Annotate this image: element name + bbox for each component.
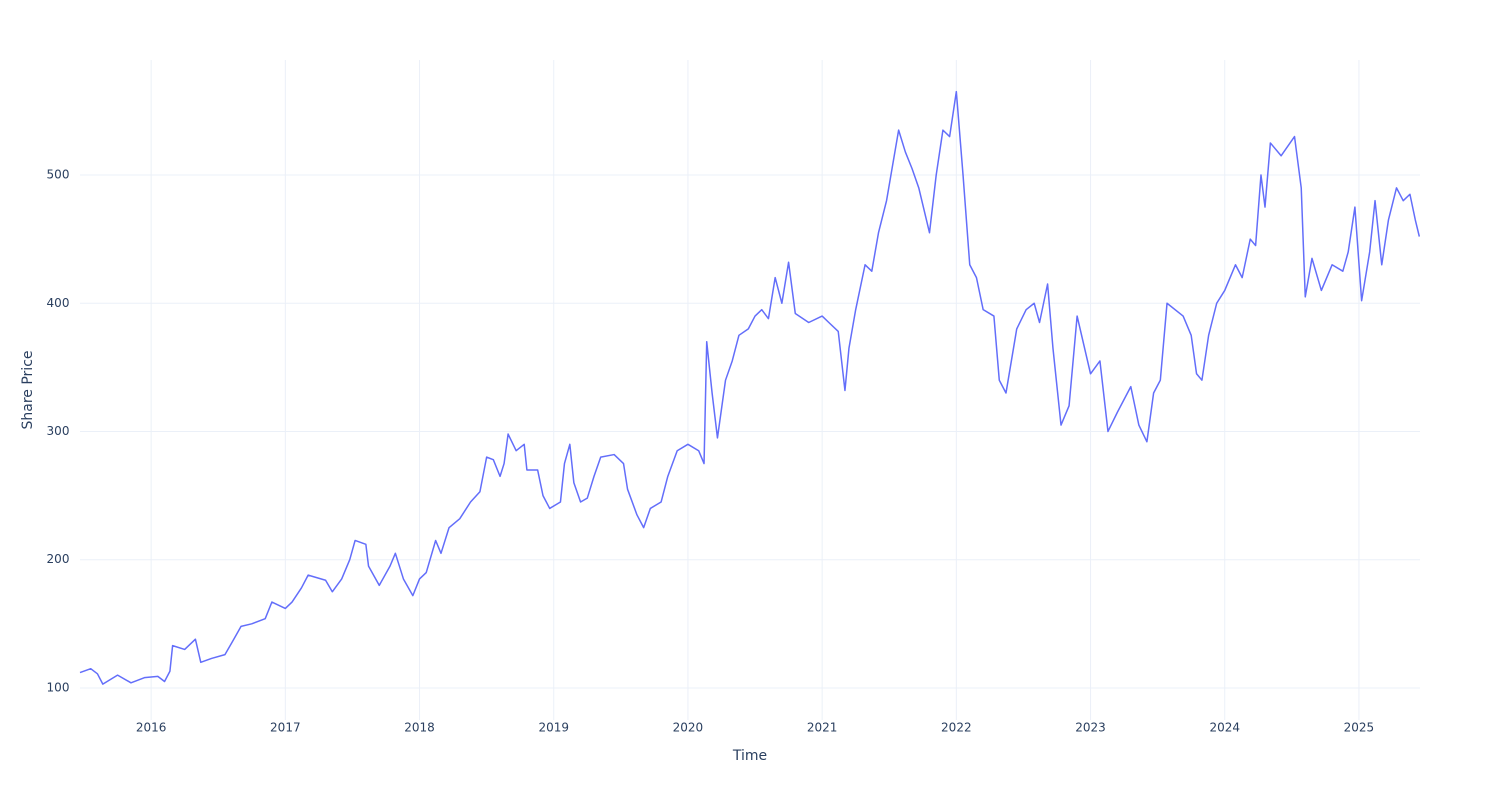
x-tick-label: 2017: [270, 721, 301, 735]
x-tick-label: 2019: [538, 721, 569, 735]
x-tick-label: 2021: [807, 721, 838, 735]
x-tick-label: 2018: [404, 721, 435, 735]
price-line: [79, 90, 1421, 685]
x-tick-label: 2022: [941, 721, 972, 735]
x-tick-label: 2016: [136, 721, 167, 735]
y-tick-label: 500: [47, 168, 70, 182]
x-tick-label: 2024: [1209, 721, 1240, 735]
y-axis-title: Share Price: [20, 350, 36, 429]
y-tick-label: 400: [47, 296, 70, 310]
x-tick-label: 2025: [1344, 721, 1375, 735]
y-tick-label: 300: [47, 424, 70, 438]
y-tick-label: 200: [47, 552, 70, 566]
x-axis-title: Time: [732, 748, 767, 764]
y-tick-label: 100: [47, 680, 70, 694]
x-tick-label: 2020: [673, 721, 704, 735]
x-tick-label: 2023: [1075, 721, 1106, 735]
